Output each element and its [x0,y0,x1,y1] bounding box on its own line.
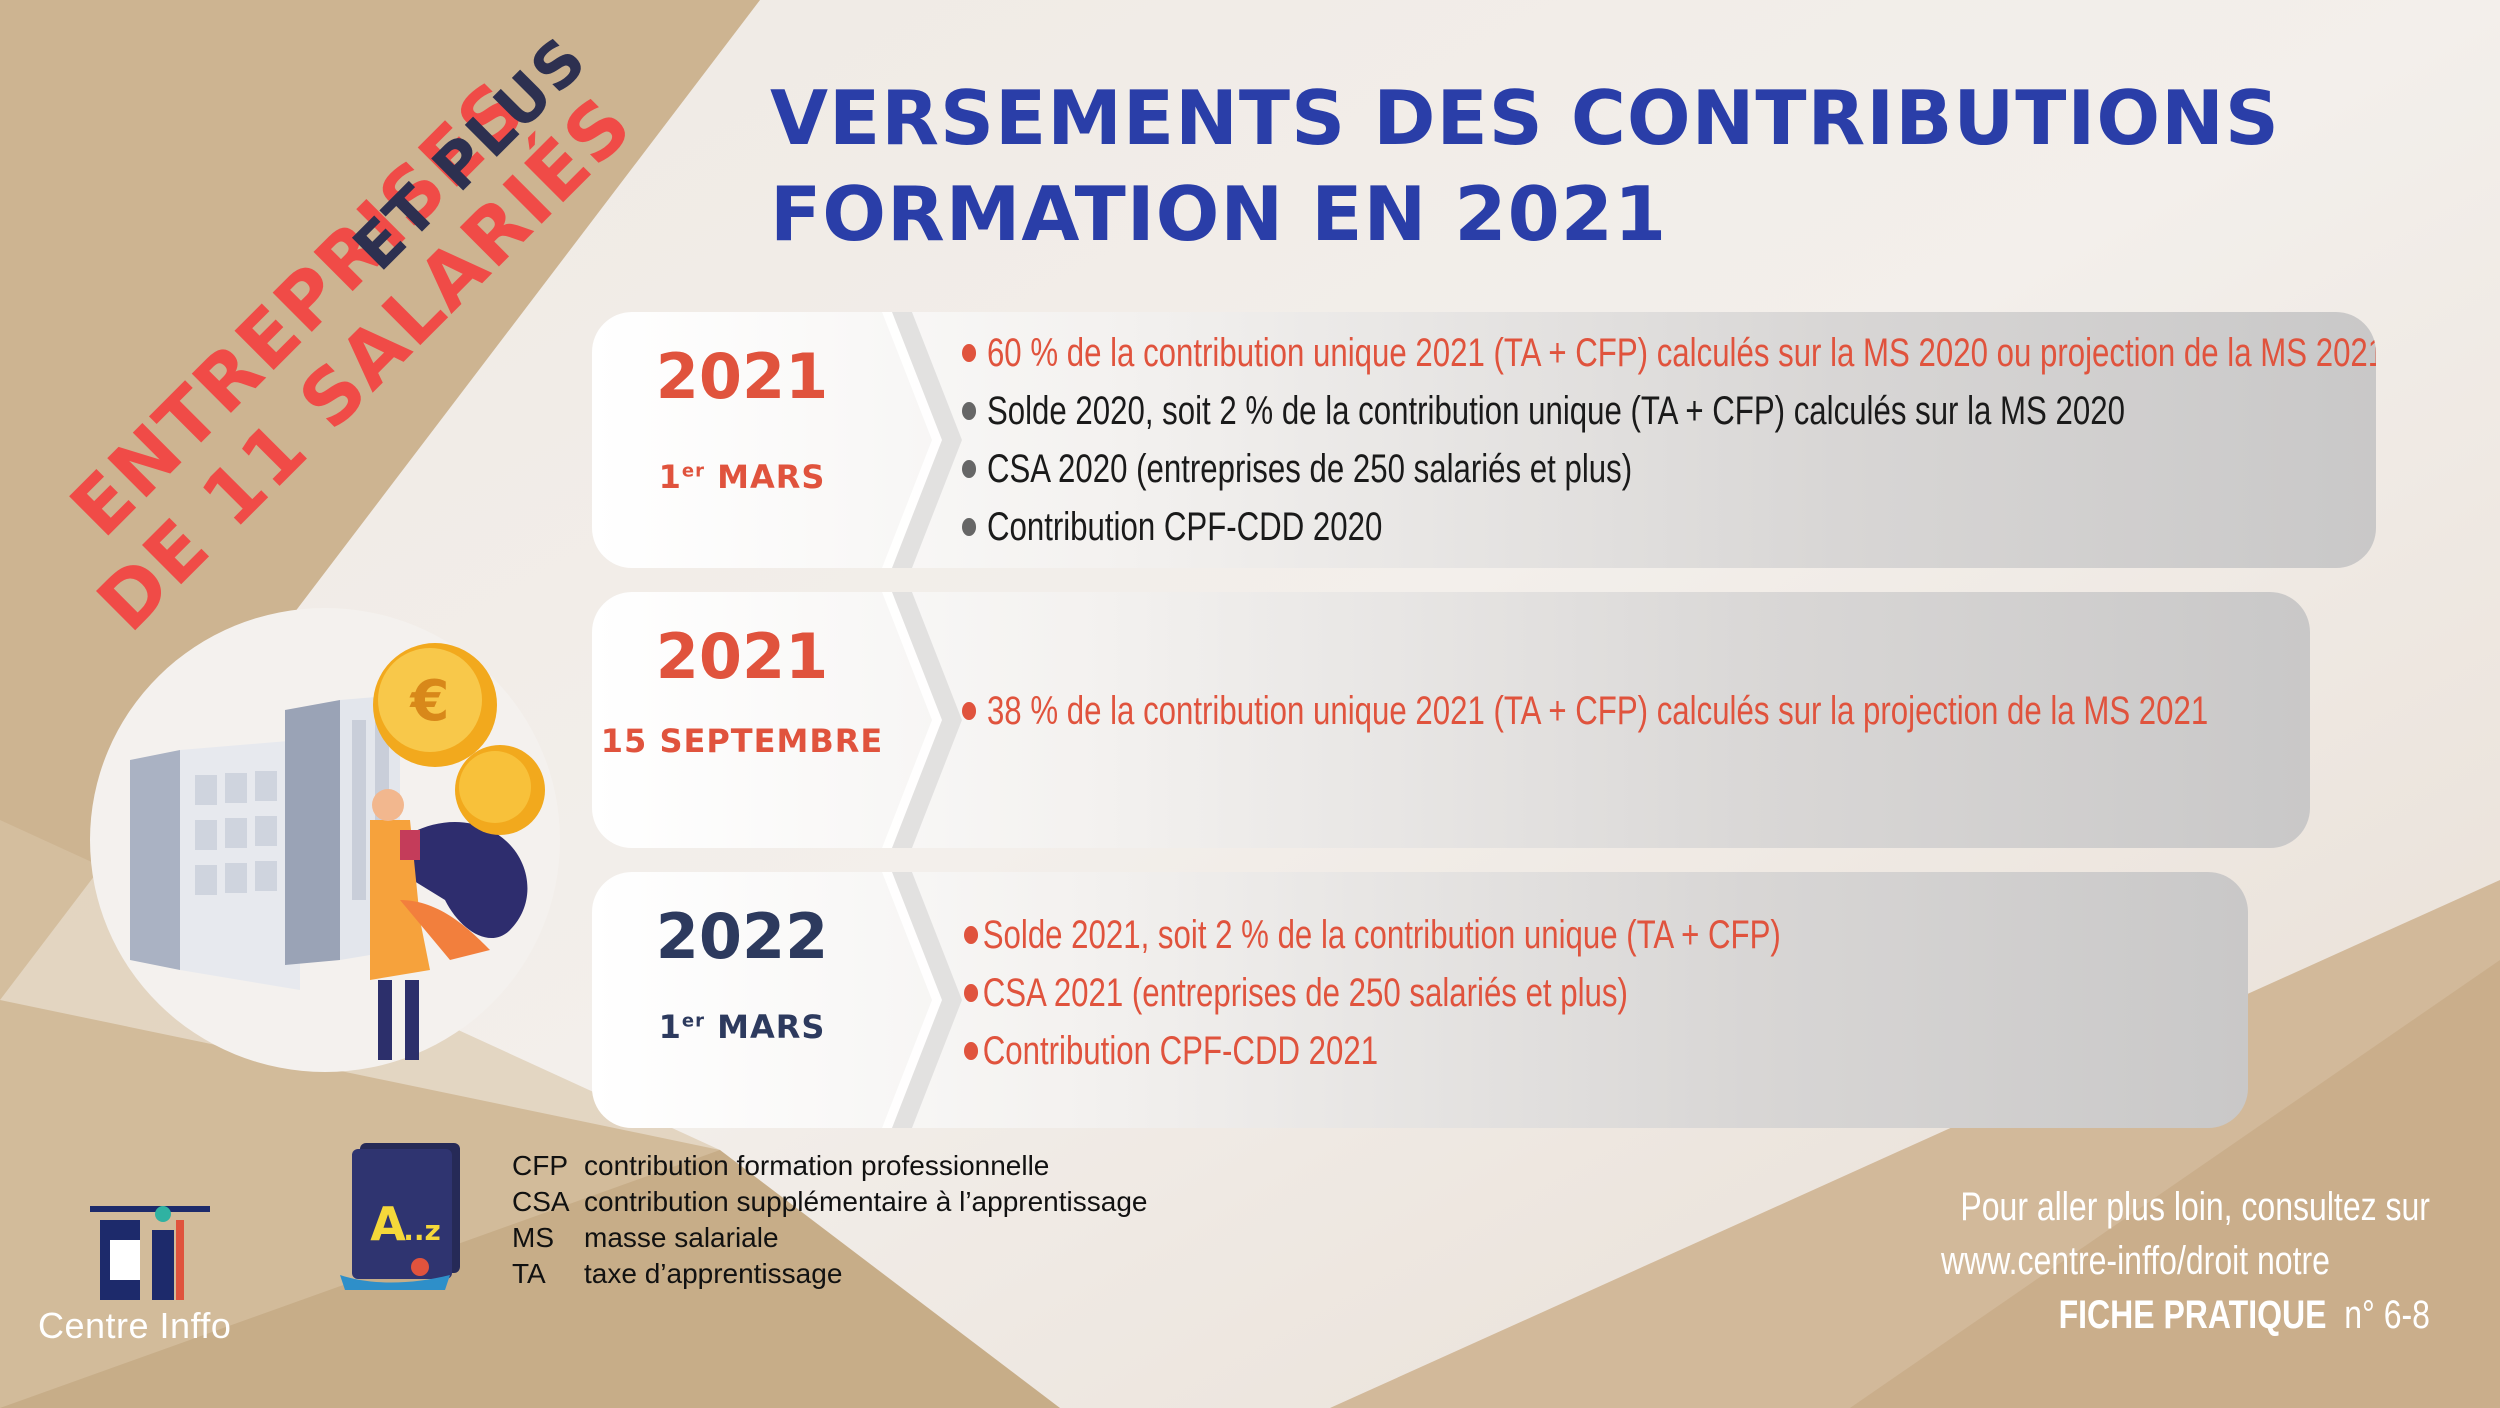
glossary-definition: taxe d’apprentissage [584,1258,843,1289]
item-text: 38 % de la contribution unique 2021 (TA … [986,689,2209,733]
payment-panel-2021-september: 2021 15 SEPTEMBRE 38 % de la contributio… [592,592,2310,848]
fiche-number: n° 6-8 [2344,1293,2430,1337]
date-ordinal: er [681,1010,705,1032]
svg-text:A: A [370,1197,406,1251]
panel-year: 2021 [655,620,829,693]
item-text: 60 % de la contribution unique 2021 (TA … [986,331,2376,375]
panel-date: 1er MARS [592,458,892,496]
date-day-number: 1 [658,458,682,496]
payment-items-list: 60 % de la contribution unique 2021 (TA … [962,324,2376,556]
date-month: MARS [717,1008,826,1046]
chevron-right-icon [882,312,962,568]
dictionary-icon: A ..z [340,1143,460,1290]
item-text: Contribution CPF-CDD 2020 [986,505,1383,549]
glossary-row: MS masse salariale [512,1220,1147,1256]
centre-inffo-logo [90,1206,210,1300]
panel-date: 15 SEPTEMBRE [600,722,884,760]
glossary-row: TA taxe d’apprentissage [512,1256,1147,1292]
page-title: VERSEMENTS DES CONTRIBUTIONS FORMATION E… [770,70,2450,262]
list-item: Contribution CPF-CDD 2021 [964,1022,1781,1080]
glossary-row: CSA contribution supplémentaire à l’appre… [512,1184,1147,1220]
euro-coin-icon: € [373,643,545,835]
glossary-row: CFP contribution formation professionnell… [512,1148,1147,1184]
payment-items-list: Solde 2021, soit 2 % de la contribution … [964,906,2011,1080]
title-line-2: FORMATION EN 2021 [770,170,1668,258]
payment-items-list: 38 % de la contribution unique 2021 (TA … [962,682,2310,740]
footer-line-2[interactable]: www.centre-inffo/droit notre [1941,1239,2330,1283]
glossary-abbr: CFP [512,1150,568,1181]
bullet-icon [962,518,977,536]
footer-line-3: FICHE PRATIQUE n° 6-8 [1960,1288,2430,1342]
centre-inffo-wordmark: Centre Inffo [38,1305,232,1346]
list-item: Contribution CPF-CDD 2020 [962,498,2376,556]
glossary-definition: contribution formation professionnelle [584,1150,1050,1181]
list-item: Solde 2020, soit 2 % de la contribution … [962,382,2376,440]
bullet-icon [962,402,977,420]
payment-panel-2022-march: 2022 1er MARS Solde 2021, soit 2 % de la… [592,872,2248,1128]
glossary-abbr: TA [512,1258,546,1289]
fiche-pratique-label: FICHE PRATIQUE [2058,1293,2327,1337]
date-month: MARS [717,458,826,496]
glossary-abbr: MS [512,1222,554,1253]
bullet-icon [964,1042,979,1060]
glossary-definition: contribution supplémentaire à l’apprenti… [584,1186,1148,1217]
bullet-icon [964,984,979,1002]
svg-text:€: € [409,669,450,734]
glossary: CFP contribution formation professionnell… [512,1148,1147,1292]
panel-year: 2022 [655,900,829,973]
item-text: CSA 2021 (entreprises de 250 salariés et… [982,971,1628,1015]
title-line-1: VERSEMENTS DES CONTRIBUTIONS [770,74,2280,162]
list-item: CSA 2020 (entreprises de 250 salariés et… [962,440,2376,498]
glossary-abbr: CSA [512,1186,570,1217]
bullet-icon [962,460,977,478]
svg-text:..z: ..z [403,1214,441,1247]
item-text: Solde 2020, soit 2 % de la contribution … [986,389,2125,433]
chevron-right-icon [882,872,962,1128]
date-ordinal: er [681,460,705,482]
item-text: CSA 2020 (entreprises de 250 salariés et… [986,447,1633,491]
list-item: 38 % de la contribution unique 2021 (TA … [962,682,2208,740]
date-day-number: 1 [658,1008,682,1046]
bullet-icon [962,344,977,362]
item-text: Solde 2021, soit 2 % de la contribution … [982,913,1781,957]
panel-year: 2021 [655,340,829,413]
item-text: Contribution CPF-CDD 2021 [982,1029,1379,1073]
list-item: 60 % de la contribution unique 2021 (TA … [962,324,2376,382]
bullet-icon [962,702,977,720]
list-item: CSA 2021 (entreprises de 250 salariés et… [964,964,1781,1022]
glossary-definition: masse salariale [584,1222,779,1253]
bullet-icon [964,926,979,944]
chevron-right-icon [882,592,962,848]
further-info-footer: Pour aller plus loin, consultez sur www.… [1843,1180,2430,1342]
list-item: Solde 2021, soit 2 % de la contribution … [964,906,1781,964]
panel-date: 1er MARS [592,1008,892,1046]
footer-line-1: Pour aller plus loin, consultez sur [1960,1185,2430,1229]
payment-panel-2021-march: 2021 1er MARS 60 % de la contribution un… [592,312,2376,568]
